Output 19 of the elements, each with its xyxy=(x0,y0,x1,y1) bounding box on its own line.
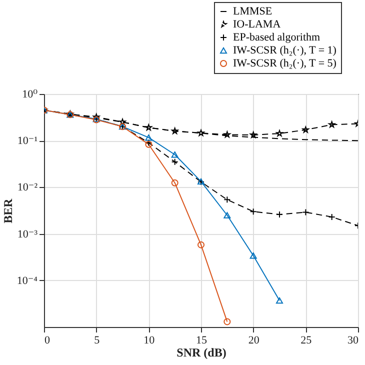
x-tick-label: 0 xyxy=(44,334,50,346)
legend-label: IO-LAMA xyxy=(233,18,281,30)
x-tick-label: 5 xyxy=(94,334,100,346)
x-tick-label: 25 xyxy=(300,334,312,346)
x-tick-label: 10 xyxy=(144,334,156,346)
x-tick-label: 20 xyxy=(248,334,260,346)
y-tick-label: 10⁰ xyxy=(22,88,38,100)
legend-label: IW-SCSR (h₂(·), T = 5) xyxy=(233,58,337,70)
x-tick-label: 15 xyxy=(196,334,208,346)
legend-label: IW-SCSR (h₂(·), T = 1) xyxy=(233,44,337,56)
y-axis-title: BER xyxy=(0,198,15,224)
y-tick-label: 10⁻⁴ xyxy=(16,274,38,287)
x-axis-title: SNR (dB) xyxy=(176,346,226,360)
x-tick-label: 30 xyxy=(348,334,359,346)
y-tick-label: 10⁻¹ xyxy=(17,135,38,148)
legend-label: LMMSE xyxy=(233,6,272,18)
y-tick-label: 10⁻³ xyxy=(17,228,38,240)
y-tick-label: 10⁻² xyxy=(17,182,38,194)
legend-label: EP-based algorithm xyxy=(233,32,321,44)
